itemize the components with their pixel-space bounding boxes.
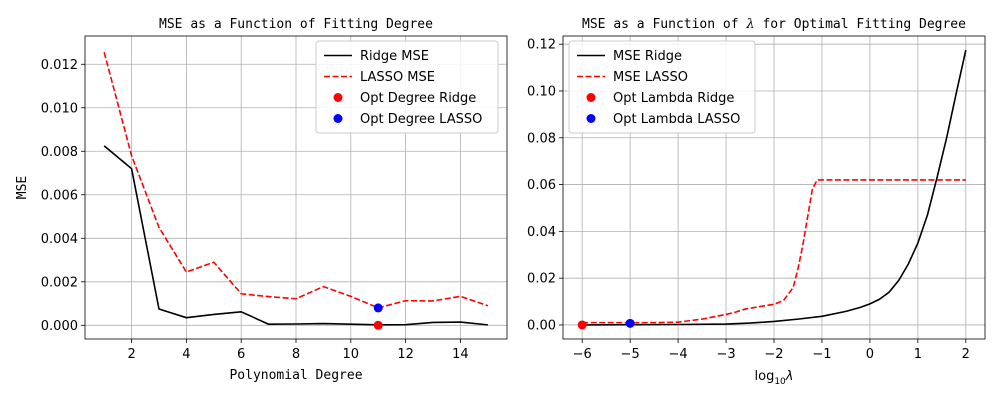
x-tick-label: −2 [764,347,783,362]
x-tick-label: −4 [669,347,688,362]
y-tick-label: 0.02 [527,272,556,287]
y-tick-label: 0.06 [527,178,556,193]
y-tick-label: 0.04 [527,225,556,240]
y-tick-label: 0.006 [41,188,78,203]
legend-label: MSE LASSO [613,70,688,85]
x-ticks: −6 −5 −4 −3 −2 −1 0 1 2 [573,339,970,362]
y-tick-label: 0.08 [527,131,556,146]
x-tick-label: 4 [182,347,190,362]
y-axis-label: MSE [15,176,30,199]
chart-title: MSE as a Function of Fitting Degree [159,17,433,32]
chart-title: MSE as a Function of λ for Optimal Fitti… [582,17,966,32]
x-tick-label: 6 [237,347,245,362]
y-tick-label: 0.004 [41,232,78,247]
y-tick-label: 0.012 [41,58,78,73]
x-tick-label: −3 [716,347,735,362]
chart-mse-vs-degree: 2 4 6 8 10 12 14 0.000 0.002 0.004 0.006 0.008 0.01… [15,17,508,383]
legend-label: Opt Degree Ridge [360,91,476,106]
legend: Ridge MSE LASSO MSE Opt Degree Ridge Opt De… [315,40,499,134]
y-tick-label: 0.12 [527,38,556,53]
series-line-mse-lasso [582,179,966,324]
x-tick-label: 2 [962,347,970,362]
series-line-ridge-mse [103,145,488,326]
opt-marker-opt-degree-ridge [373,320,383,330]
y-ticks: 0.000 0.002 0.004 0.006 0.008 0.010 0.012 [41,58,85,334]
y-tick-label: 0.000 [41,319,78,334]
y-tick-label: 0.00 [527,318,556,333]
legend-swatch [333,93,343,102]
series-line-lasso-mse [103,52,489,309]
x-ticks: 2 4 6 8 10 12 14 [127,339,469,362]
x-tick-label: 12 [397,347,414,362]
y-tick-label: 0.010 [41,101,78,116]
opt-marker-opt-lambda-ridge [577,320,587,330]
x-tick-label: 14 [452,347,469,362]
legend-label: Opt Degree LASSO [360,112,482,127]
y-tick-label: 0.002 [41,275,78,290]
y-tick-label: 0.10 [527,84,556,99]
series-lines [582,49,967,326]
legend-swatch [586,114,596,123]
y-tick-label: 0.008 [41,145,78,160]
x-tick-label: 8 [292,347,300,362]
y-ticks: 0.00 0.02 0.04 0.06 0.08 0.10 0.12 [527,38,563,333]
x-tick-label: 10 [343,347,360,362]
opt-marker-opt-lambda-lasso [625,318,635,328]
opt-marker-opt-degree-lasso [373,303,383,313]
legend-label: MSE Ridge [613,49,682,64]
series-line-mse-ridge [582,49,967,326]
x-tick-label: 0 [866,347,874,362]
x-tick-label: −5 [621,347,640,362]
legend-label: Ridge MSE [360,49,429,64]
x-tick-label: −6 [573,347,592,362]
legend-label: LASSO MSE [360,70,435,85]
optimum-markers [373,303,383,330]
x-tick-label: 2 [127,347,135,362]
chart-mse-vs-lambda: −6 −5 −4 −3 −2 −1 0 1 2 0.00 0.02 0.04 0.06 0.08 0.10… [527,17,986,387]
legend-label: Opt Lambda LASSO [613,112,740,127]
legend: MSE Ridge MSE LASSO Opt Lambda Ridge Opt La… [568,40,756,134]
legend-swatch [586,93,596,102]
x-axis-label: Polynomial Degree [229,368,362,383]
legend-swatch [333,114,343,123]
series-lines [103,52,489,326]
legend-label: Opt Lambda Ridge [613,91,734,106]
optimum-markers [577,318,635,330]
x-axis-label: log10λ [755,369,794,387]
x-tick-label: −1 [812,347,831,362]
x-tick-label: 1 [914,347,922,362]
legend-box [315,40,499,134]
legend-box [568,40,756,134]
